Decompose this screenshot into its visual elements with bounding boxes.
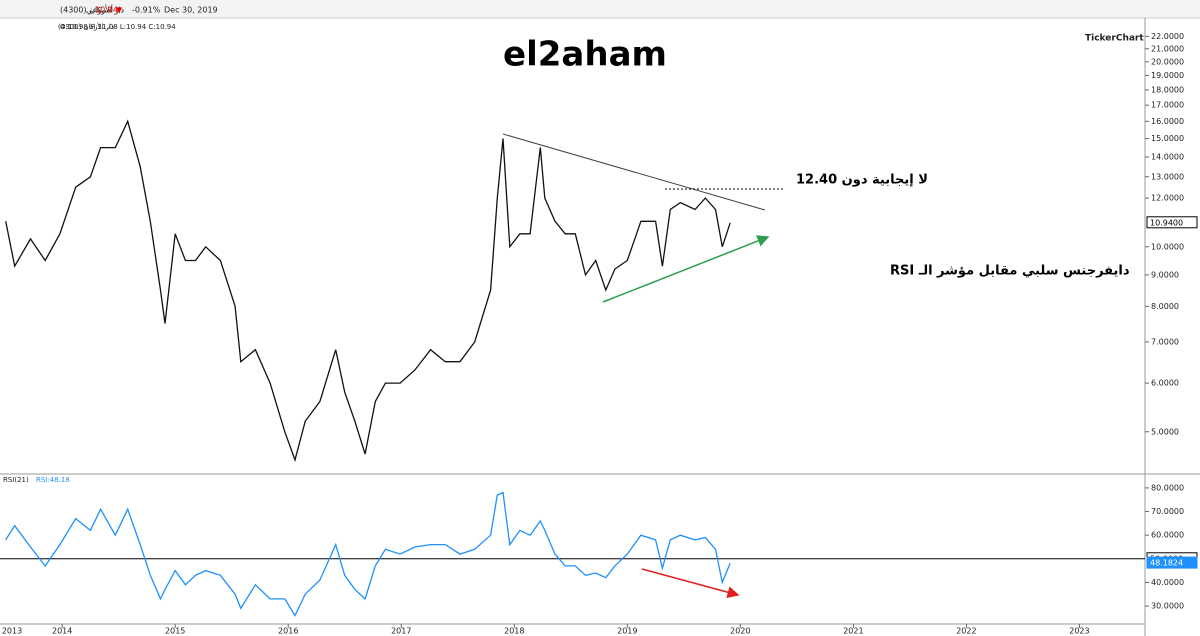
x-tick-label: 2017: [391, 627, 411, 636]
x-tick-label: 2021: [843, 627, 863, 636]
change-arrow: ▼: [116, 6, 123, 15]
period: أسبوعي: [86, 5, 113, 15]
y-tick-label: 18.0000: [1151, 85, 1184, 94]
y-tick-label: 8.0000: [1151, 302, 1179, 311]
y-tick-label: 15.0000: [1151, 134, 1184, 143]
support-arrow: [602, 235, 770, 303]
chart-title: el2aham: [503, 35, 667, 75]
y-tick-label: 20.0000: [1151, 57, 1184, 66]
y-tick-label: 19.0000: [1151, 71, 1184, 80]
change: -0.91%: [132, 6, 161, 15]
y-tick-label: 10.0000: [1151, 242, 1184, 251]
trend-line: [502, 133, 766, 211]
divergence-arrow: [641, 568, 740, 599]
brand: TickerChart: [1085, 34, 1144, 44]
annotation: لا إيجابية دون 12.40: [796, 173, 928, 188]
y-tick-label: 16.0000: [1151, 117, 1184, 126]
y-tick-label: 21.0000: [1151, 44, 1184, 53]
pane-title: RSI(21): [3, 476, 29, 484]
y-tick-label: 7.0000: [1151, 337, 1179, 346]
symbol: دار الأركان (4300): [60, 5, 125, 15]
date: Dec 30, 2019: [164, 6, 218, 15]
last-value-box: [1146, 556, 1198, 569]
last-value-label: 10.9400: [1150, 218, 1183, 227]
x-tick-label: 2018: [504, 627, 524, 636]
y-tick-label: 14.0000: [1151, 152, 1184, 161]
x-tick-label: 2020: [730, 627, 750, 636]
ohlc: O:10.98 H:11.08 L:10.94 C:10.94: [60, 23, 176, 31]
y-tick-label: 5.0000: [1151, 427, 1179, 436]
header-bar: [0, 0, 1200, 18]
symbol-short: دار الأركان (4300): [58, 22, 114, 31]
y-tick-label: 9.0000: [1151, 270, 1179, 279]
line-series: [5, 119, 731, 463]
last-value-label: 48.1824: [1150, 559, 1183, 568]
x-tick-label: 2019: [617, 627, 637, 636]
y-tick-label: 60.0000: [1151, 531, 1184, 540]
y-tick-label: 40.0000: [1151, 578, 1184, 587]
y-tick-label: 12.0000: [1151, 194, 1184, 203]
y-tick-label: 17.0000: [1151, 101, 1184, 110]
x-tick-label: 2014: [52, 627, 72, 636]
line-series: [5, 491, 731, 617]
x-tick-label: 2023: [1069, 627, 1089, 636]
last-value-box: [1146, 216, 1198, 229]
price: 10.94: [95, 6, 118, 15]
y-tick-label: 22.0000: [1151, 32, 1184, 41]
y-tick-label: 6.0000: [1151, 379, 1179, 388]
x-tick-label: 2016: [278, 627, 298, 636]
y-tick-label: 30.0000: [1151, 602, 1184, 611]
x-tick-label: 2015: [165, 627, 185, 636]
annotation: دايفرجنس سلبي مقابل مؤشر الـ RSI: [890, 264, 1130, 279]
y-tick-label: 80.0000: [1151, 483, 1184, 492]
x-tick-label: 2022: [956, 627, 976, 636]
y-tick-label: 70.0000: [1151, 507, 1184, 516]
x-tick-label: 2013: [2, 627, 22, 636]
legend-entry: RSI:48.18: [36, 476, 70, 484]
y-tick-label: 13.0000: [1151, 172, 1184, 181]
